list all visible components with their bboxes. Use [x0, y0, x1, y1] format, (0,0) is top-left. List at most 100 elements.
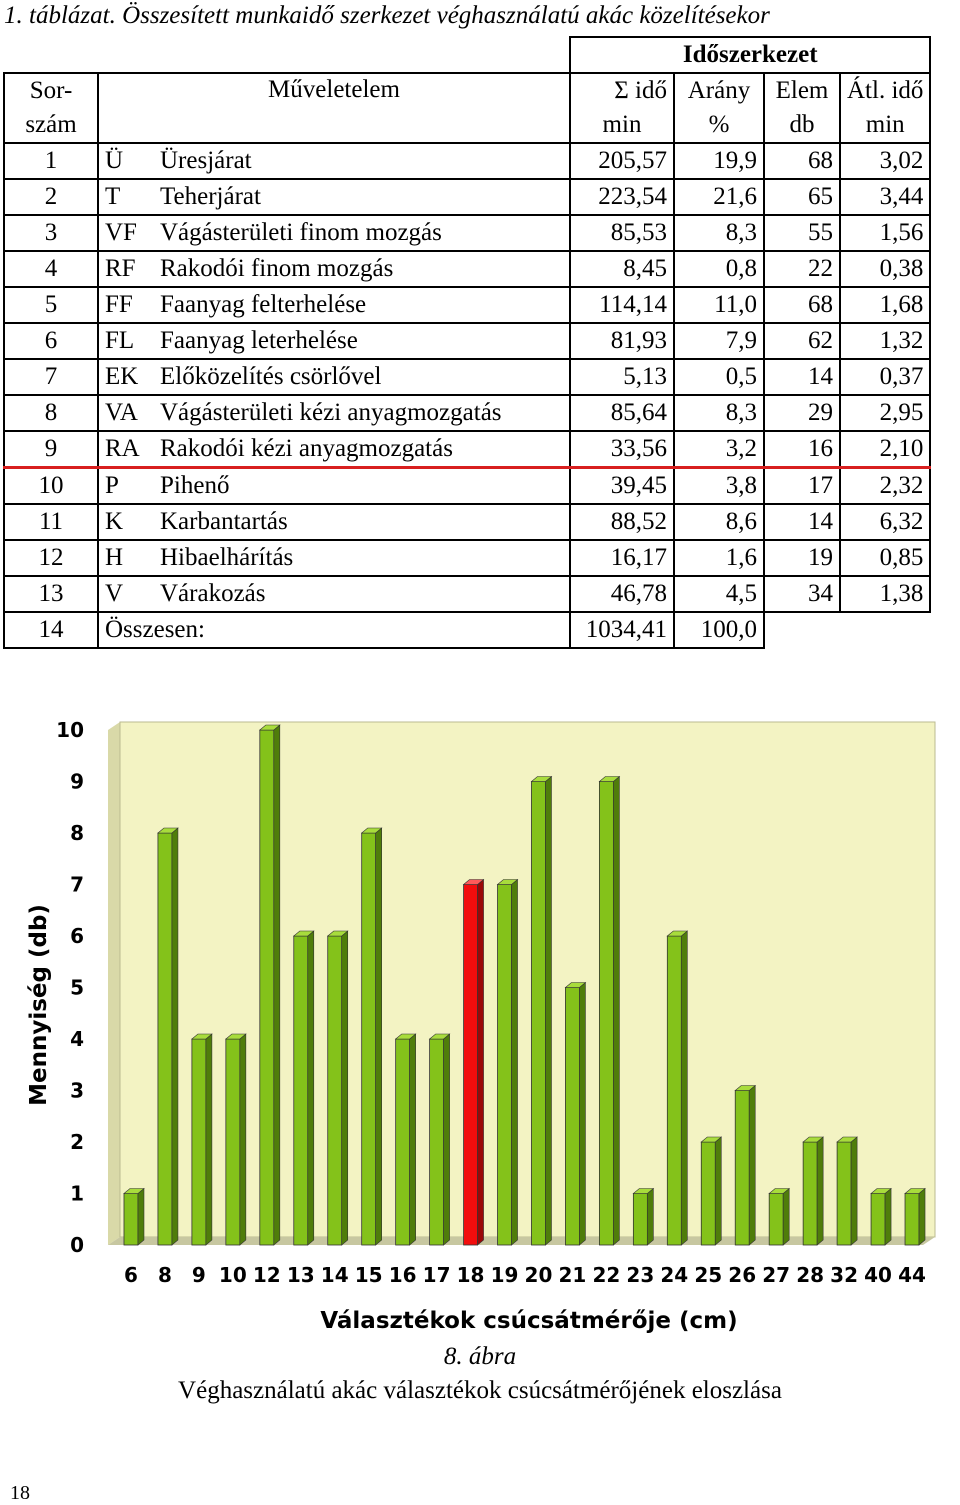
- row-arany: 7,9: [673, 322, 765, 360]
- row-atl: 0,38: [838, 250, 932, 288]
- header-arany: Arány: [673, 72, 765, 108]
- bar-top: [157, 827, 179, 834]
- row-number: 4: [3, 250, 99, 288]
- x-tick-label: 14: [321, 1263, 349, 1287]
- header-elem: Elem: [763, 72, 841, 108]
- row-elem: 22: [763, 250, 841, 288]
- row-code: FF: [97, 286, 154, 324]
- bar-top: [768, 1188, 791, 1194]
- bar-25: [700, 1136, 723, 1246]
- x-tick-label: 32: [830, 1263, 858, 1287]
- row-atl: 1,32: [838, 322, 932, 360]
- row-ido: 114,14: [569, 286, 675, 324]
- bar-side: [205, 1033, 213, 1246]
- row-elem: 55: [763, 214, 841, 252]
- row-atl: 2,95: [838, 394, 932, 432]
- row-number: 2: [3, 178, 99, 216]
- bar-front: [225, 1038, 241, 1246]
- bar-front: [361, 832, 377, 1246]
- row-ido: 39,45: [569, 466, 675, 505]
- bar-front: [870, 1193, 886, 1246]
- x-tick-label: 8: [158, 1263, 172, 1287]
- row-ido: 85,64: [569, 394, 675, 432]
- y-axis-label: Mennyiség (db): [26, 904, 52, 1106]
- row-elem: 19: [763, 539, 841, 577]
- bar-19: [496, 878, 519, 1246]
- table-caption-text: 1. táblázat. Összesített munkaidő szerke…: [4, 2, 770, 29]
- bar-top: [462, 879, 485, 885]
- x-tick-label: 24: [660, 1263, 688, 1287]
- x-tick-label: 15: [355, 1263, 383, 1287]
- bar-side: [341, 930, 349, 1246]
- y-tick-label: 10: [56, 718, 84, 742]
- bar-top: [530, 776, 553, 782]
- bar-side: [918, 1187, 926, 1246]
- row-number: 6: [3, 322, 99, 360]
- bar-front: [666, 935, 682, 1246]
- row-elem: 68: [763, 142, 841, 180]
- row-arany: 3,8: [673, 466, 765, 505]
- bar-32: [836, 1136, 858, 1246]
- bar-front: [463, 884, 478, 1246]
- x-axis-label: Választékok csúcsátmérője (cm): [320, 1308, 737, 1334]
- header-ido: Σ idő: [569, 72, 675, 108]
- bar-8: [157, 827, 179, 1246]
- row-ido: 205,57: [569, 142, 675, 180]
- row-name: Faanyag leterhelése: [154, 322, 571, 360]
- x-tick-label: 19: [491, 1263, 519, 1287]
- row-arany: 0,8: [673, 250, 765, 288]
- table-row: 7 EK Előközelítés csörlővel 5,13 0,5 14 0,37: [3, 358, 932, 396]
- bar-top: [326, 930, 349, 937]
- x-tick-label: 25: [694, 1263, 722, 1287]
- row-elem: 62: [763, 322, 841, 360]
- bar-side: [714, 1136, 722, 1246]
- bar-front: [429, 1038, 445, 1246]
- bar-front: [904, 1193, 920, 1246]
- row-name: Faanyag felterhelése: [154, 286, 571, 324]
- row-atl: 3,44: [838, 178, 932, 216]
- row-arany: 8,6: [673, 503, 765, 541]
- row-code: EK: [97, 358, 154, 396]
- bar-front: [565, 987, 580, 1246]
- row-arany: 1,6: [673, 539, 765, 577]
- y-tick-label: 0: [70, 1233, 84, 1257]
- x-tick-label: 9: [192, 1263, 206, 1287]
- x-tick-label: 20: [525, 1263, 553, 1287]
- bar-18: [462, 878, 485, 1246]
- bar-front: [598, 781, 614, 1246]
- bar-28: [802, 1136, 824, 1246]
- row-code: VF: [97, 214, 154, 252]
- row-arany: 19,9: [673, 142, 765, 180]
- bar-top: [191, 1033, 213, 1040]
- bar-top: [225, 1033, 247, 1040]
- total-ido: 1034,41: [569, 611, 675, 649]
- row-ido: 223,54: [569, 178, 675, 216]
- row-arany: 4,5: [673, 575, 765, 613]
- row-code: V: [97, 575, 154, 613]
- y-tick-label: 1: [70, 1182, 84, 1206]
- bar-side: [511, 878, 518, 1246]
- row-name: Rakodói finom mozgás: [154, 250, 571, 288]
- x-tick-label: 18: [457, 1263, 485, 1287]
- header-elem-unit: db: [763, 108, 841, 144]
- bar-side: [579, 981, 586, 1246]
- bar-27: [768, 1187, 791, 1246]
- bar-side: [850, 1136, 858, 1246]
- row-elem: 16: [763, 430, 841, 469]
- table-row: 6 FL Faanyag leterhelése 81,93 7,9 62 1,32: [3, 322, 932, 360]
- total-empty: [764, 612, 930, 648]
- plot-side-wall: [108, 722, 120, 1245]
- bar-top: [394, 1033, 417, 1040]
- figure-number: 8. ábra: [443, 1343, 517, 1370]
- row-elem: 14: [763, 358, 841, 396]
- bar-top: [700, 1136, 723, 1143]
- row-code: T: [97, 178, 154, 216]
- row-number: 13: [3, 575, 99, 613]
- bar-40: [870, 1187, 892, 1246]
- bar-front: [632, 1193, 648, 1246]
- row-number: 5: [3, 286, 99, 324]
- bar-top: [632, 1188, 655, 1194]
- header-ido-unit: min: [569, 108, 675, 144]
- bar-21: [564, 981, 587, 1246]
- plot-area: [119, 721, 936, 1238]
